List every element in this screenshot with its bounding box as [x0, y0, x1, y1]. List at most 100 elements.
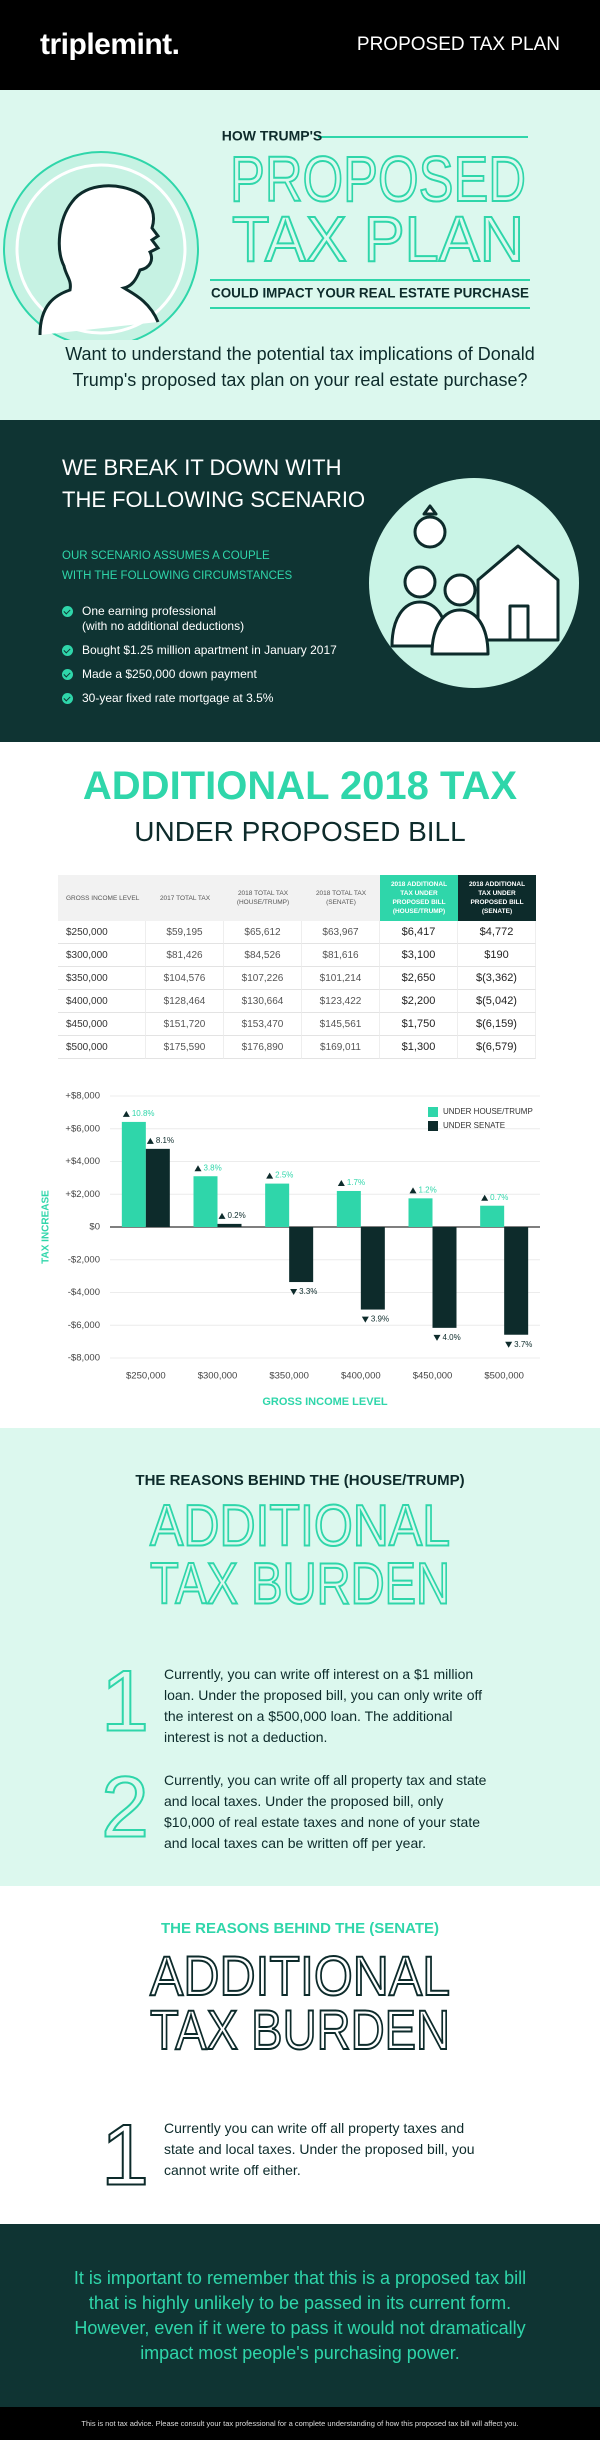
reason-text: Currently, you can write off all propert… — [164, 1772, 487, 1851]
percent-label: 8.1% — [156, 1136, 174, 1145]
bar — [121, 1121, 146, 1227]
table-cell: $6,417 — [380, 921, 458, 944]
scenario-title: WE BREAK IT DOWN WITH THE FOLLOWING SCEN… — [62, 452, 365, 516]
table-cell: $84,526 — [224, 944, 302, 967]
table-cell: $175,590 — [146, 1036, 224, 1059]
table-header-cell: 2018 ADDITIONAL TAX UNDER PROPOSED BILL … — [458, 875, 536, 921]
percent-label: 3.7% — [514, 1340, 532, 1349]
bar — [289, 1227, 314, 1283]
check-icon — [62, 693, 73, 704]
x-tick-label: $300,000 — [198, 1371, 238, 1382]
trend-arrow — [290, 1289, 298, 1296]
bar-chart: TAX INCREASE GROSS INCOME LEVEL +$8,000 +… — [41, 1091, 540, 1408]
check-line: 30-year fixed rate mortgage at 3.5% — [82, 691, 274, 705]
check-line: (with no additional deductions) — [82, 619, 245, 633]
x-tick-label: $450,000 — [413, 1371, 453, 1382]
scenario-subtitle: OUR SCENARIO ASSUMES A COUPLE WITH THE F… — [62, 546, 292, 586]
percent-label: 0.7% — [490, 1193, 508, 1202]
trend-arrow — [433, 1334, 441, 1341]
trend-arrow — [146, 1137, 154, 1144]
x-tick-label: $400,000 — [341, 1371, 381, 1382]
header: triplemint. PROPOSED TAX PLAN — [0, 0, 600, 90]
coin-ring — [15, 163, 187, 335]
table-cell: $63,967 — [302, 921, 380, 944]
tax-table: GROSS INCOME LEVEL 2017 TOTAL TAX 2018 TOT… — [58, 875, 536, 1059]
scenario-title-line: THE FOLLOWING SCENARIO — [62, 487, 366, 512]
scenario: WE BREAK IT DOWN WITH THE FOLLOWING SCEN… — [0, 420, 600, 742]
percent-label: 1.2% — [419, 1185, 437, 1194]
check-icon — [62, 669, 73, 680]
legend-swatch — [428, 1107, 438, 1117]
logo: triplemint. — [40, 28, 180, 61]
check-text: 30-year fixed rate mortgage at 3.5% — [82, 691, 273, 706]
scenario-title-line: WE BREAK IT DOWN WITH — [62, 455, 342, 480]
scenario-subtitle-line: OUR SCENARIO ASSUMES A COUPLE — [62, 550, 270, 562]
table-cell: $169,011 — [302, 1036, 380, 1059]
reasons-kicker: THE REASONS BEHIND THE (SENATE) — [160, 1920, 440, 1937]
bar — [145, 1148, 170, 1227]
reason-item: 2 Currently, you can write off all proper… — [100, 1770, 520, 1854]
icons — [390, 504, 560, 656]
reasons-kicker: THE REASONS BEHIND THE (HOUSE/TRUMP) — [135, 1472, 465, 1489]
table-cell: $123,422 — [302, 990, 380, 1013]
y-tick-label: $0 — [89, 1222, 100, 1233]
check-line: Bought $1.25 million apartment in Januar… — [82, 643, 337, 657]
y-tick-label: -$2,000 — [68, 1254, 100, 1265]
table-cell: $2,200 — [380, 990, 458, 1013]
table-cell: $151,720 — [146, 1013, 224, 1036]
x-tick-label: $500,000 — [484, 1371, 524, 1382]
y-tick-label: +$8,000 — [65, 1091, 100, 1102]
x-tick-label: $250,000 — [126, 1371, 166, 1382]
percent-label: 1.7% — [347, 1178, 365, 1187]
trend-arrow — [218, 1212, 226, 1219]
header-title: PROPOSED TAX PLAN — [356, 34, 560, 55]
table-cell: $(5,042) — [458, 990, 536, 1013]
footer: This is not tax advice. Please consult y… — [0, 2407, 600, 2440]
trend-arrow — [194, 1165, 202, 1172]
reason-number: 1 — [100, 1664, 150, 1748]
trend-arrow — [361, 1316, 369, 1323]
table-cell: $81,426 — [146, 944, 224, 967]
table-cell: $(6,159) — [458, 1013, 536, 1036]
check-text: One earning professional (with no additio… — [82, 604, 244, 634]
hero-title: TAX PLAN — [232, 203, 524, 275]
reasons-title-line: ADDITIONAL — [150, 1498, 450, 1558]
reason-number: 2 — [100, 1770, 150, 1854]
check-text: Made a $250,000 down payment — [82, 667, 257, 682]
closing-text: It is important to remember that this is… — [73, 2268, 527, 2363]
check-item: One earning professional (with no additio… — [62, 604, 382, 634]
reason-item: 1 Currently you can write off all propert… — [100, 2118, 520, 2202]
table-cell: $104,576 — [146, 967, 224, 990]
check-icon — [62, 606, 73, 617]
scenario-icon — [369, 478, 579, 688]
table-cell: $(6,579) — [458, 1036, 536, 1059]
bar — [408, 1198, 433, 1227]
table-cell: $450,000 — [58, 1013, 146, 1036]
reason-text: Currently you can write off all property… — [164, 2120, 475, 2178]
table-cell: $300,000 — [58, 944, 146, 967]
table-header-cell: 2018 TOTAL TAX (SENATE) — [302, 875, 380, 921]
y-tick-label: -$4,000 — [68, 1287, 100, 1298]
trend-arrow — [266, 1172, 274, 1179]
reason-number-text: 2 — [101, 1770, 149, 1854]
table-cell: $3,100 — [380, 944, 458, 967]
reasons-title: ADDITIONAL TAX BURDEN — [149, 1950, 451, 2062]
hero-intro: Want to understand the potential tax imp… — [65, 344, 535, 390]
bar — [480, 1205, 505, 1227]
trend-arrow — [337, 1179, 345, 1186]
section-subtitle: UNDER PROPOSED BILL — [134, 816, 466, 847]
bar — [193, 1176, 218, 1227]
hero-art: HOW TRUMP'S PROPOSED TAX PLAN COULD IMPA… — [3, 128, 530, 340]
scenario-subtitle-line: WITH THE FOLLOWING CIRCUMSTANCES — [62, 570, 293, 582]
legend-label: UNDER SENATE — [443, 1121, 505, 1130]
table-cell: $2,650 — [380, 967, 458, 990]
check-item: Bought $1.25 million apartment in Januar… — [62, 643, 382, 658]
table-cell: $250,000 — [58, 921, 146, 944]
table-cell: $130,664 — [224, 990, 302, 1013]
reasons-title: ADDITIONAL TAX BURDEN — [149, 1498, 451, 1617]
hero: HOW TRUMP'S PROPOSED TAX PLAN COULD IMPA… — [0, 90, 600, 420]
table-cell: $1,300 — [380, 1036, 458, 1059]
disclaimer: This is not tax advice. Please consult y… — [81, 2419, 519, 2428]
table-cell: $65,612 — [224, 921, 302, 944]
